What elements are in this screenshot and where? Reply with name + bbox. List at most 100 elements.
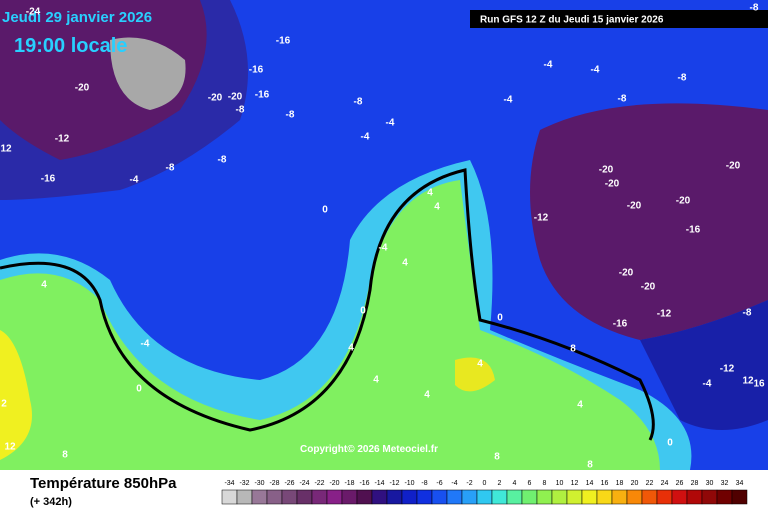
- temperature-label: 4: [373, 375, 379, 386]
- scale-cell: [446, 489, 463, 505]
- scale-cell: [581, 489, 598, 505]
- cold-area: [640, 300, 768, 430]
- scale-label: 6: [528, 480, 532, 487]
- scale-cell: [506, 489, 523, 505]
- scale-label: 20: [631, 480, 639, 487]
- temperature-label: -20: [726, 161, 741, 172]
- temperature-label: -20: [75, 83, 90, 94]
- scale-cell: [266, 489, 283, 505]
- scale-cell: [701, 489, 718, 505]
- temperature-label: 8: [587, 460, 593, 471]
- scale-cell: [656, 489, 673, 505]
- temperature-label: -20: [208, 93, 223, 104]
- scale-cell: [566, 489, 583, 505]
- temperature-label: -4: [130, 175, 139, 186]
- scale-cell: [251, 489, 268, 505]
- temperature-label: -4: [361, 132, 370, 143]
- temperature-label: -20: [619, 268, 634, 279]
- scale-cell: [536, 489, 553, 505]
- scale-label: 18: [616, 480, 624, 487]
- scale-cell: [326, 489, 343, 505]
- zero-isotherm: [0, 168, 655, 441]
- scale-cell: [476, 489, 493, 505]
- scale-cell: [491, 489, 508, 505]
- scale-cell: [341, 489, 358, 505]
- temperature-label: -8: [750, 3, 759, 14]
- scale-label: 26: [676, 480, 684, 487]
- scale-cell: [356, 489, 373, 505]
- scale-label: 14: [586, 480, 594, 487]
- temperature-label: -4: [703, 379, 712, 390]
- very-cold-area: [530, 103, 768, 340]
- temperature-label: -20: [676, 196, 691, 207]
- scale-cell: [716, 489, 733, 505]
- scale-label: -28: [269, 480, 279, 487]
- scale-cell: [551, 489, 568, 505]
- warmest-area: [455, 357, 495, 392]
- scale-label: 28: [691, 480, 699, 487]
- temperature-label: -12: [657, 309, 672, 320]
- coldest-area: [110, 37, 186, 110]
- temperature-label: -16: [686, 225, 701, 236]
- temperature-label: -8: [236, 105, 245, 116]
- scale-label: -10: [404, 480, 414, 487]
- temperature-label: -16: [41, 174, 56, 185]
- footer-lead: (+ 342h): [30, 496, 72, 508]
- scale-label: 22: [646, 480, 654, 487]
- scale-cell: [311, 489, 328, 505]
- temperature-label: -8: [286, 110, 295, 121]
- temperature-label: -8: [218, 155, 227, 166]
- temperature-label: 12: [742, 376, 754, 387]
- temperature-label: 4: [348, 343, 354, 354]
- temperature-label: -8: [166, 163, 175, 174]
- copyright: Copyright© 2026 Meteociel.fr: [300, 444, 438, 455]
- temperature-label: -20: [605, 179, 620, 190]
- scale-label: -22: [314, 480, 324, 487]
- temperature-label: 4: [41, 280, 47, 291]
- temperature-label: 0: [360, 306, 366, 317]
- scale-label: -4: [451, 480, 457, 487]
- temperature-label: -8: [354, 97, 363, 108]
- temperature-label: -16: [255, 90, 270, 101]
- scale-cell: [671, 489, 688, 505]
- temperature-label: -8: [743, 308, 752, 319]
- temperature-label: -16: [249, 65, 264, 76]
- temperature-label: -16: [613, 319, 628, 330]
- temperature-label: -4: [141, 339, 150, 350]
- temperature-label: -16: [276, 36, 291, 47]
- scale-label: 16: [601, 480, 609, 487]
- scale-cell: [641, 489, 658, 505]
- temperature-label: -24: [26, 7, 41, 18]
- scale-cell: [611, 489, 628, 505]
- temperature-labels: -24-20-20 -20-16-16-16-8 -8-8-4-4-12-1612-…: [0, 3, 765, 471]
- temperature-label: 16: [753, 379, 765, 390]
- scale-label: -34: [224, 480, 234, 487]
- temperature-label: -12: [720, 364, 735, 375]
- temperature-label: -4: [379, 243, 388, 254]
- warmest-area: [0, 330, 32, 460]
- scale-label: 32: [721, 480, 729, 487]
- scale-label: -24: [299, 480, 309, 487]
- scale-label: 8: [543, 480, 547, 487]
- scale-cell: [731, 489, 748, 505]
- scale-label: 24: [661, 480, 669, 487]
- scale-label: -16: [359, 480, 369, 487]
- scale-cell: [236, 489, 253, 505]
- scale-label: -18: [344, 480, 354, 487]
- temperature-label: 8: [570, 344, 576, 355]
- temperature-label: 8: [62, 450, 68, 461]
- forecast-time: 19:00 locale: [14, 35, 127, 57]
- temperature-label: 4: [477, 359, 483, 370]
- scale-label: -6: [436, 480, 442, 487]
- scale-label: -32: [239, 480, 249, 487]
- temperature-label: 4: [427, 188, 433, 199]
- scale-label: 12: [571, 480, 579, 487]
- temperature-label: -8: [678, 73, 687, 84]
- scale-label: -30: [254, 480, 264, 487]
- scale-cell: [296, 489, 313, 505]
- very-cold-area: [0, 0, 207, 160]
- temperature-label: -4: [591, 65, 600, 76]
- temperature-label: -8: [618, 94, 627, 105]
- temperature-label: 0: [136, 384, 142, 395]
